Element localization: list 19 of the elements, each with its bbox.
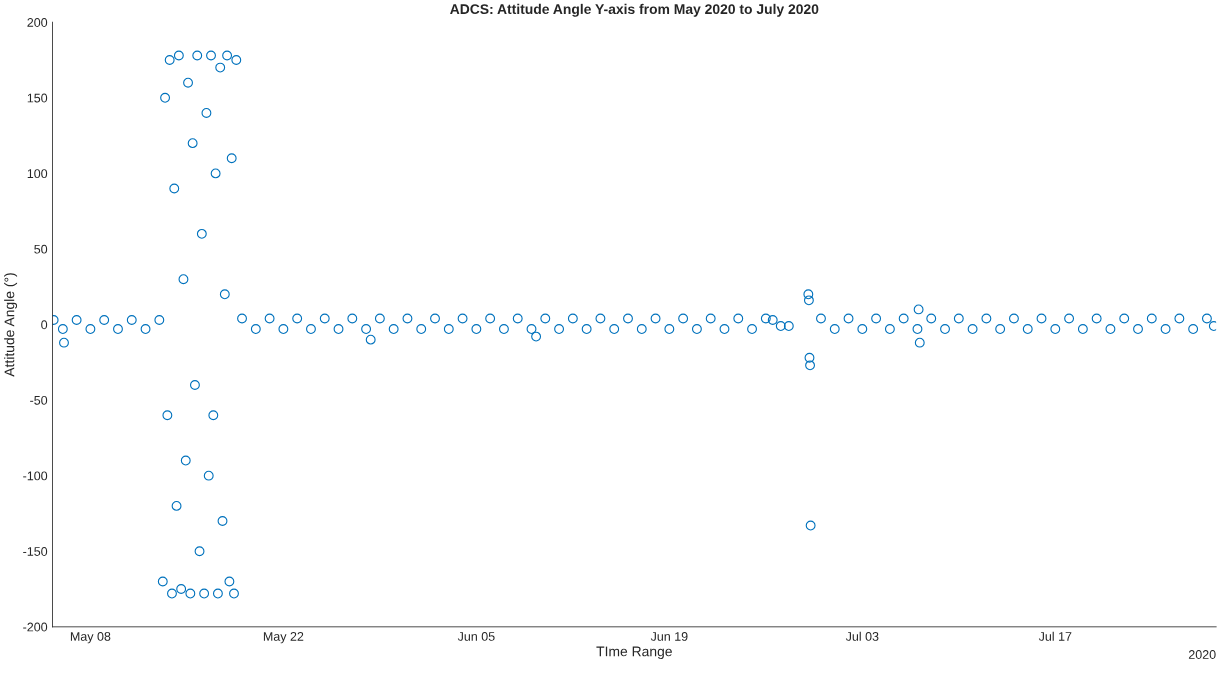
x-tick-label: May 08	[70, 632, 111, 644]
x-tick-label: Jun 19	[650, 632, 688, 641]
x-axis-title: TIme Range	[596, 646, 672, 660]
text: 2020	[1188, 650, 1216, 659]
y-tick-label: -200	[23, 622, 48, 632]
y-tick-label: 150	[27, 93, 48, 103]
chart-title: ADCS: Attitude Angle Y-axis from May 2020 to July 2020	[450, 3, 819, 17]
x-tick-label: Jun 05	[457, 632, 495, 641]
y-tick-label: 0	[41, 320, 48, 330]
x-tick-label: Jul 03	[845, 631, 879, 641]
y-axis-title: Attitude Angle (°)	[4, 273, 18, 377]
y-tick-label: -150	[23, 547, 48, 556]
y-tick-label: 50	[34, 244, 48, 254]
y-tick-label: -100	[23, 471, 48, 481]
x-tick-label: Jul 17	[1038, 631, 1072, 641]
x-tick-label: May 22	[263, 632, 304, 644]
y-tick-label: 100	[27, 169, 48, 179]
y-tick-label: -50	[30, 395, 48, 405]
y-tick-label: 200	[27, 18, 48, 27]
